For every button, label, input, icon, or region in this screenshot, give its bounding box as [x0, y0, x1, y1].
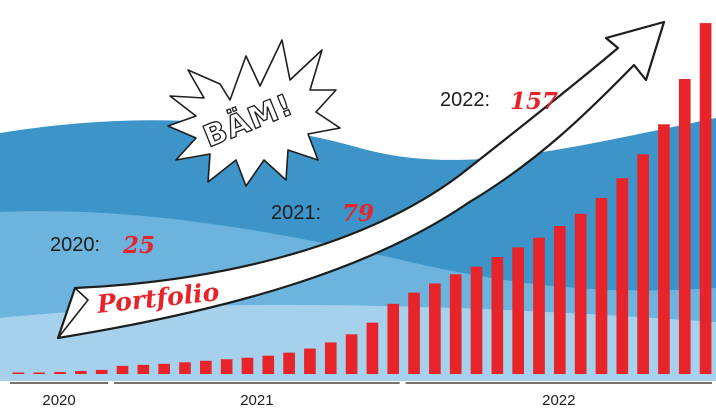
- growth-arrow-fold: [57, 287, 90, 339]
- bar-series: [12, 23, 712, 375]
- bar-2022-10: [595, 198, 608, 374]
- bar-2022-12: [637, 154, 649, 374]
- bar-2022-9: [574, 213, 587, 374]
- year-tick-label-2020: 2020: [42, 392, 75, 409]
- bar-2022-4: [470, 266, 483, 374]
- year-axis: 2020 2021 2022: [10, 382, 712, 409]
- bam-burst: [167, 39, 341, 187]
- background-white-base: [0, 381, 716, 410]
- bar-2020-3: [54, 371, 66, 374]
- year-tick-label-2022: 2022: [542, 392, 575, 409]
- bar-2022-6: [512, 247, 525, 374]
- bar-2020-2: [33, 372, 46, 374]
- bar-2021-13: [366, 322, 379, 374]
- annotation-2020-value: 25: [122, 232, 155, 259]
- bar-2022-5: [491, 257, 504, 374]
- bar-2022-1: [408, 292, 420, 374]
- bar-2022-7: [533, 237, 545, 374]
- annotation-2022: 2022: 157: [440, 88, 558, 115]
- annotation-2021-value: 79: [342, 200, 374, 227]
- bar-2021-2: [137, 364, 150, 374]
- bar-2022-15: [699, 23, 712, 375]
- annotation-2021: 2021: 79: [271, 200, 374, 227]
- bar-2021-10: [304, 348, 316, 374]
- bar-2022-2: [429, 283, 441, 374]
- annotation-2020: 2020: 25: [50, 232, 155, 259]
- bar-2020-5: [95, 369, 108, 374]
- bar-2021-6: [220, 359, 233, 374]
- bar-2022-14: [678, 79, 691, 374]
- bar-2021-9: [283, 352, 295, 374]
- bar-2021-8: [262, 355, 275, 374]
- annotation-2021-label: 2021:: [271, 202, 321, 224]
- bar-2020-4: [75, 370, 87, 374]
- bar-2020-1: [12, 372, 25, 374]
- bar-2021-11: [324, 342, 337, 374]
- bar-2022-8: [553, 226, 566, 374]
- annotation-2022-value: 157: [510, 88, 558, 115]
- annotation-2022-label: 2022:: [440, 89, 490, 111]
- bar-2021-5: [199, 360, 212, 374]
- bar-2021-14: [387, 303, 400, 374]
- annotation-2020-label: 2020:: [50, 234, 100, 256]
- bar-2022-11: [616, 178, 629, 374]
- bar-2021-1: [116, 365, 129, 374]
- bar-2021-3: [158, 363, 171, 374]
- bar-2022-13: [658, 124, 670, 374]
- bar-2021-12: [345, 334, 358, 374]
- year-tick-label-2021: 2021: [240, 392, 273, 409]
- bar-2021-4: [179, 362, 191, 374]
- growth-arrow: [56, 20, 666, 340]
- bar-2021-7: [241, 357, 254, 374]
- bar-2022-3: [449, 274, 462, 374]
